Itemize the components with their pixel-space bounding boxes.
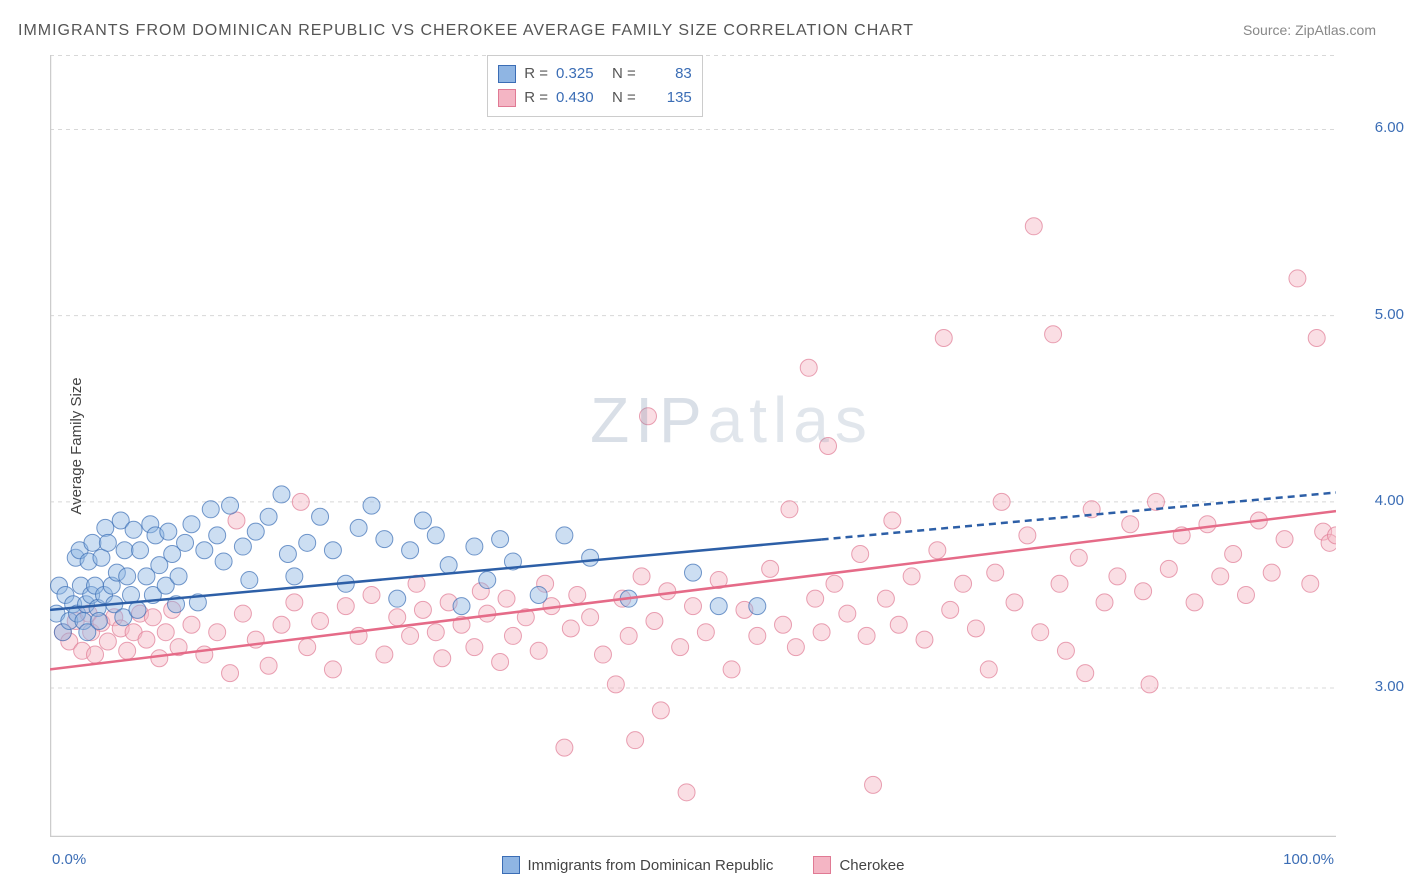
n-value: 83 xyxy=(644,62,692,86)
legend-swatch xyxy=(502,856,520,874)
legend-label: Cherokee xyxy=(839,857,904,874)
legend-swatch xyxy=(498,65,516,83)
legend-item: Cherokee xyxy=(813,856,904,874)
plot-svg xyxy=(50,55,1336,837)
legend-label: Immigrants from Dominican Republic xyxy=(528,857,774,874)
correlation-legend-row: R = 0.325 N = 83 xyxy=(498,62,692,86)
plot-area: R =0.325N =83R =0.430N =135 ZIPatlas xyxy=(50,55,1336,837)
legend-item: Immigrants from Dominican Republic xyxy=(502,856,774,874)
legend-swatch xyxy=(498,89,516,107)
ytick-label: 3.00 xyxy=(1344,678,1404,695)
n-label: N = xyxy=(612,62,636,86)
correlation-legend-row: R = 0.430 N = 135 xyxy=(498,86,692,110)
chart-title: IMMIGRANTS FROM DOMINICAN REPUBLIC VS CH… xyxy=(18,22,914,40)
ytick-label: 5.00 xyxy=(1344,306,1404,323)
chart-container: IMMIGRANTS FROM DOMINICAN REPUBLIC VS CH… xyxy=(0,0,1406,892)
r-value: 0.325 xyxy=(556,62,604,86)
r-label: R = xyxy=(524,86,548,110)
n-value: 135 xyxy=(644,86,692,110)
r-label: R = xyxy=(524,62,548,86)
ytick-label: 6.00 xyxy=(1344,119,1404,136)
n-label: N = xyxy=(612,86,636,110)
series-legend: Immigrants from Dominican Republic Cherok… xyxy=(0,856,1406,874)
r-value: 0.430 xyxy=(556,86,604,110)
source-label: Source: ZipAtlas.com xyxy=(1243,22,1376,38)
legend-swatch xyxy=(813,856,831,874)
correlation-legend: R = 0.325 N = 83 R = 0.430 N = 135 xyxy=(487,55,703,117)
ytick-label: 4.00 xyxy=(1344,492,1404,509)
